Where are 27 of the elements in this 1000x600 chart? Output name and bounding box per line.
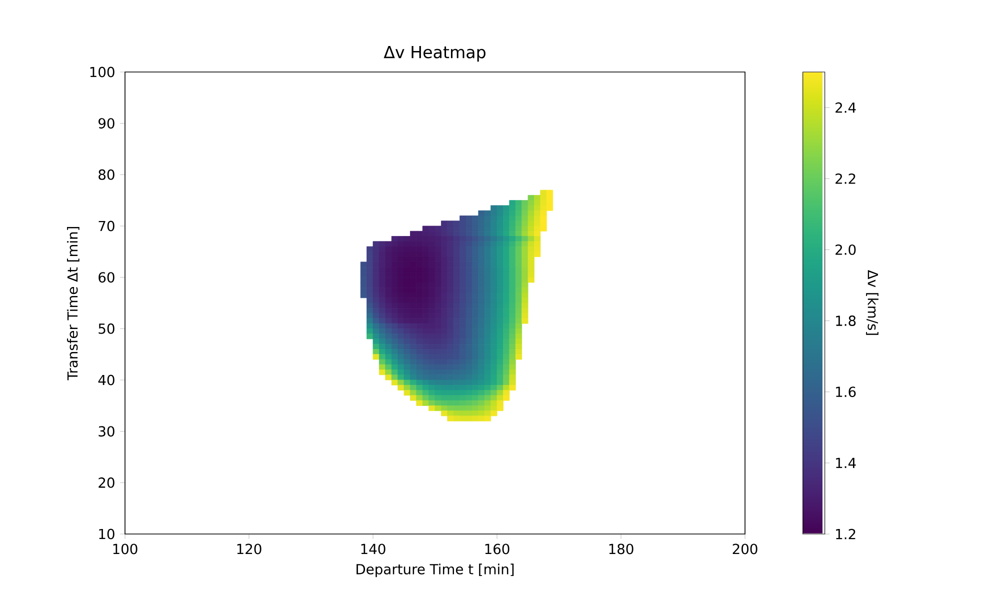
chart-title: Δv Heatmap	[384, 46, 486, 62]
x-tick-label: 160	[485, 544, 510, 554]
color-bar-label: 1.2	[836, 528, 856, 540]
x-tick-label: 120	[237, 544, 262, 554]
y-tick-label: 20	[98, 477, 114, 488]
y-tick-label: 40	[98, 374, 114, 386]
y-axis-title: Transfer Time Δt [min]	[67, 226, 80, 380]
x-tick-label: 140	[361, 544, 386, 554]
y-tick-label: 100	[90, 66, 114, 78]
x-tick-label: 200	[732, 544, 758, 554]
y-tick-label: 50	[98, 323, 114, 334]
color-bar-label: 2.0	[836, 244, 856, 255]
x-tick-label: 180	[609, 544, 634, 554]
x-axis-title: Departure Time t [min]	[356, 564, 514, 578]
y-tick-label: 70	[98, 220, 114, 232]
y-tick-label: 90	[98, 118, 114, 129]
y-tick-label: 80	[98, 169, 114, 180]
color-bar-label: 1.4	[836, 458, 856, 468]
color-bar-title: Δv [km/s]	[866, 270, 878, 335]
color-bar-label: 1.6	[836, 386, 856, 398]
color-bar-label: 1.8	[836, 316, 856, 326]
x-tick-label: 100	[113, 544, 138, 554]
y-tick-label: 30	[98, 426, 114, 437]
color-bar-label: 2.4	[836, 102, 856, 113]
y-tick-label: 10	[99, 528, 114, 540]
y-tick-label: 60	[98, 272, 114, 283]
color-bar-label: 2.2	[836, 173, 856, 184]
